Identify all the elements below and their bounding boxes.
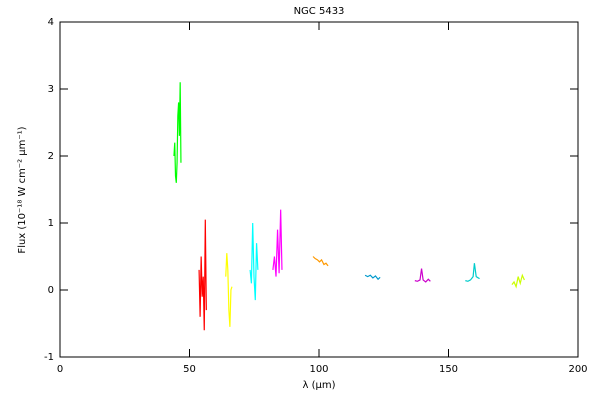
spectrum-line <box>414 268 431 283</box>
spectrum-line <box>364 274 381 281</box>
y-tick-label: -1 <box>44 352 54 363</box>
x-tick-label: 200 <box>568 364 587 375</box>
y-tick-label: 2 <box>48 151 54 162</box>
spectrum-line <box>312 256 329 267</box>
x-axis-label: λ (μm) <box>302 380 335 391</box>
spectrum-line <box>511 273 525 289</box>
spectrum-line <box>465 263 480 282</box>
y-axis-label: Flux (10⁻¹⁸ W cm⁻² μm⁻¹) <box>17 126 28 253</box>
y-tick-label: 0 <box>48 285 54 296</box>
spectrum-line <box>225 253 233 327</box>
x-tick-label: 0 <box>57 364 63 375</box>
spectrum-line <box>249 222 259 301</box>
x-tick-label: 150 <box>439 364 458 375</box>
y-tick-label: 4 <box>48 17 54 28</box>
spectrum-line <box>173 82 182 183</box>
chart-title: NGC 5433 <box>294 6 345 17</box>
x-tick-label: 100 <box>309 364 328 375</box>
y-tick-label: 1 <box>48 218 54 229</box>
y-tick-label: 3 <box>48 84 54 95</box>
spectrum-line <box>198 219 207 331</box>
spectrum-line <box>272 209 283 277</box>
x-tick-label: 50 <box>183 364 196 375</box>
